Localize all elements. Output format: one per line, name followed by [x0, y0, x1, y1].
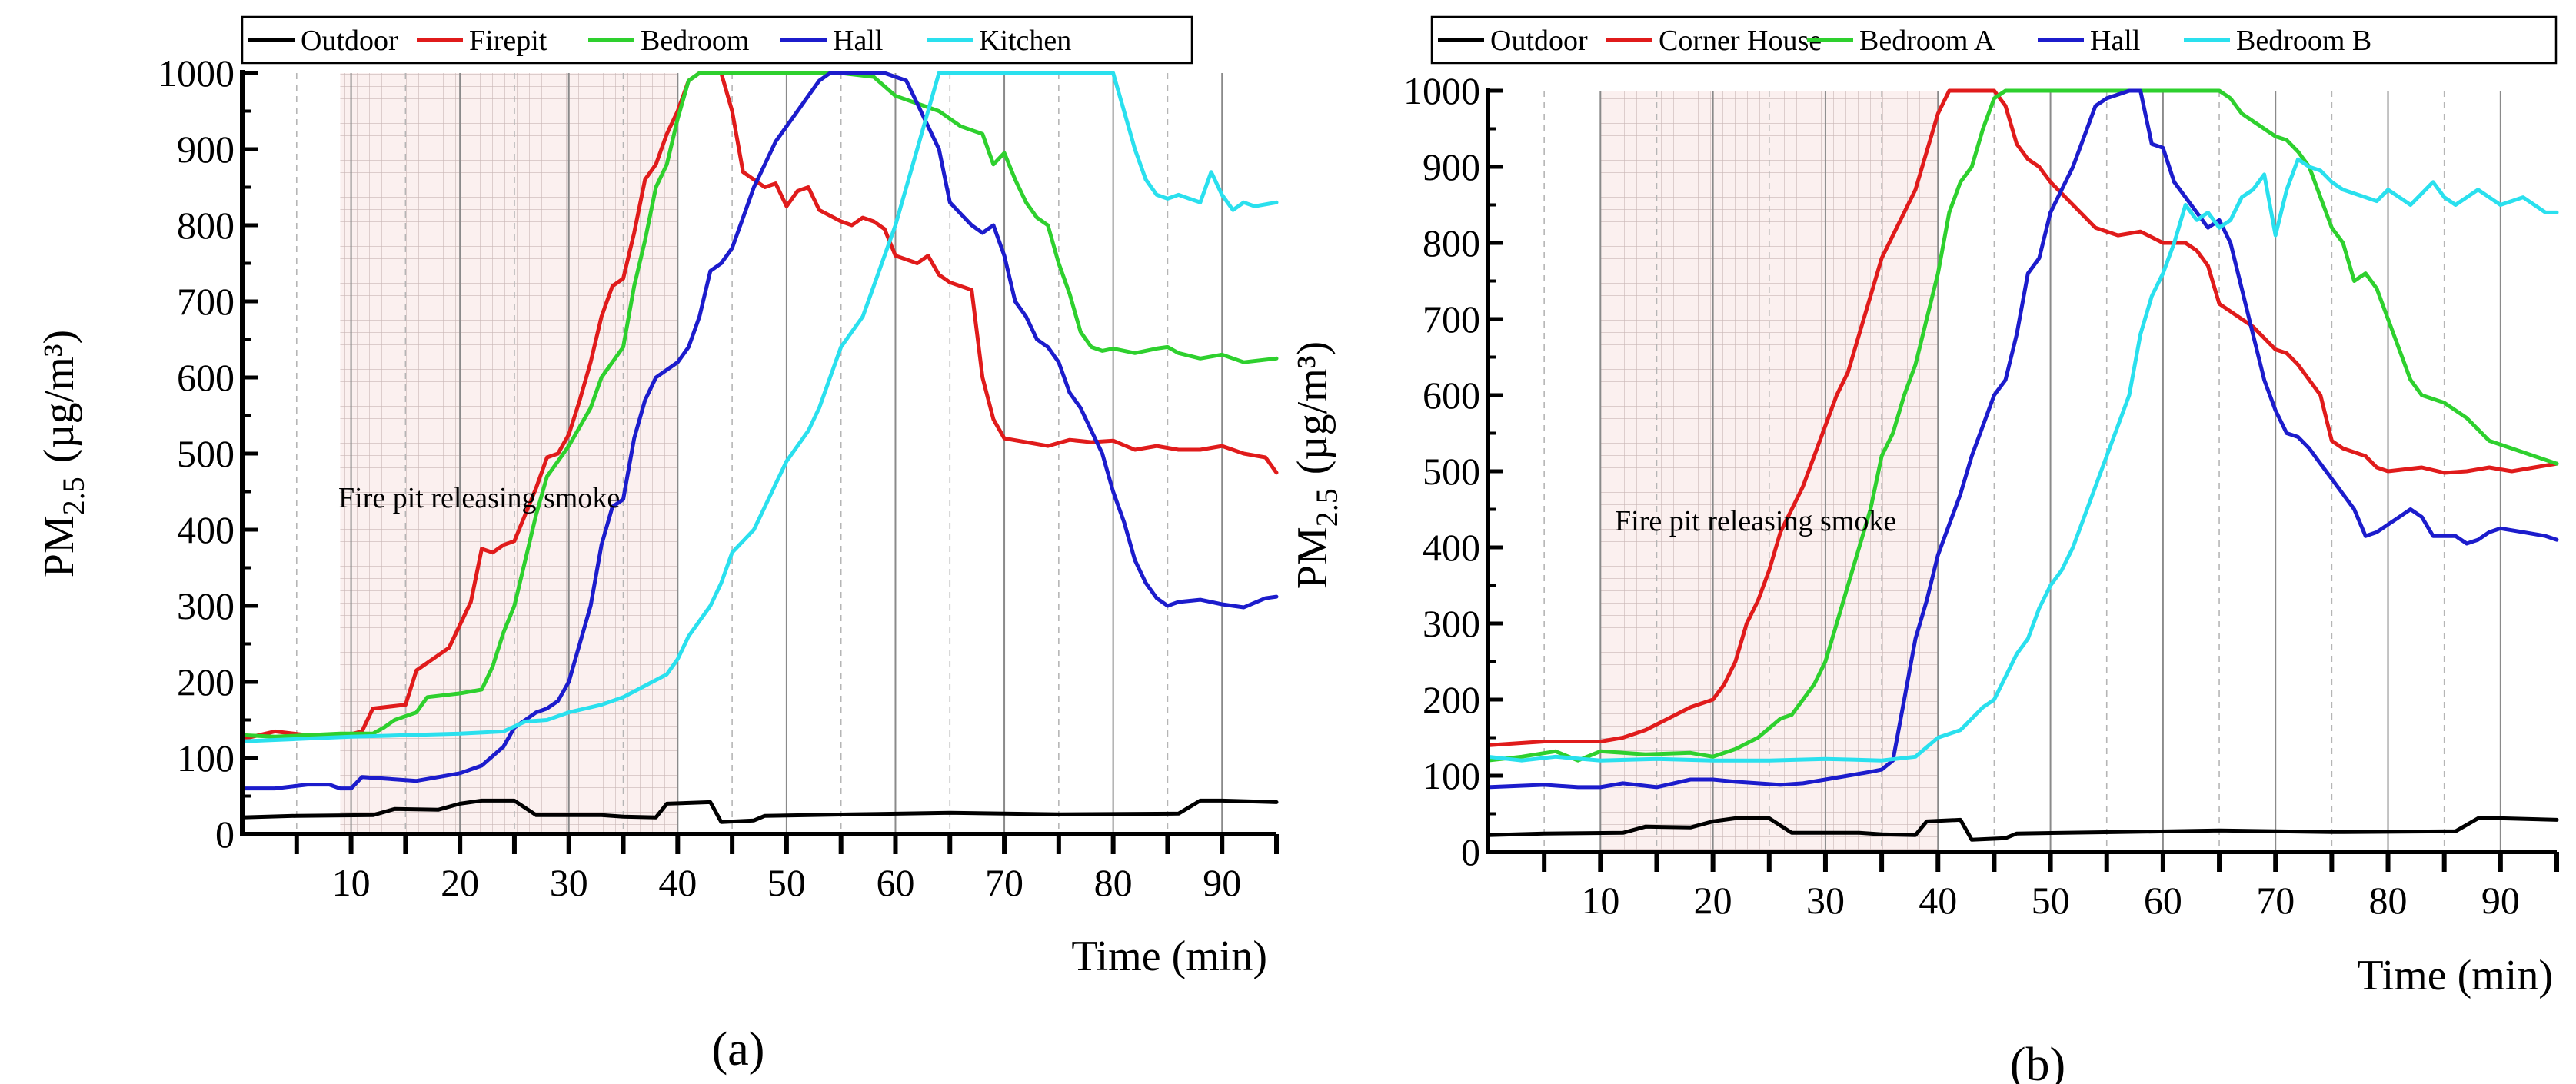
- legend-label: Bedroom B: [2236, 25, 2371, 57]
- y-tick-label: 300: [1423, 602, 1480, 645]
- x-tick-label: 60: [2144, 879, 2182, 922]
- y-tick-label: 100: [177, 737, 235, 780]
- x-tick-label: 40: [1919, 879, 1957, 922]
- y-tick-label: 1000: [158, 52, 235, 95]
- y-tick-label: 600: [177, 356, 235, 399]
- legend-box: [241, 15, 1193, 65]
- y-axis-title-subscript: 2.5: [56, 477, 91, 515]
- y-tick-label: 800: [177, 204, 235, 247]
- x-tick-label: 80: [2369, 879, 2408, 922]
- series-line-outdoor: [1486, 816, 2559, 842]
- x-tick-label: 20: [441, 861, 479, 904]
- x-tick-label: 90: [2481, 879, 2520, 922]
- shaded-region-annotation: Fire pit releasing smoke: [1615, 505, 1896, 537]
- y-axis-title-subscript: 2.5: [1310, 488, 1344, 527]
- x-axis-title: Time (min): [2357, 952, 2553, 999]
- y-tick-label: 200: [177, 660, 235, 703]
- y-tick-label: 900: [1423, 145, 1480, 188]
- legend-label: Outdoor: [301, 25, 398, 57]
- x-tick-label: 50: [2032, 879, 2070, 922]
- x-tick-label: 50: [767, 861, 806, 904]
- y-tick-label: 1000: [1403, 69, 1480, 112]
- legend-label: Firepit: [469, 25, 547, 57]
- y-axis-title-main: PM: [35, 515, 83, 577]
- x-tick-label: 20: [1694, 879, 1732, 922]
- y-tick-label: 700: [1423, 298, 1480, 341]
- panel-a: 0 100 200 300 400 500 600 700 800 900 1000 10 20 30 40…: [35, 15, 1279, 1076]
- x-tick-label: 30: [1806, 879, 1845, 922]
- series-line-bedroom: [240, 71, 1279, 739]
- x-tick-label: 60: [876, 861, 914, 904]
- x-tick-label: 40: [658, 861, 697, 904]
- legend-label: Bedroom: [641, 25, 749, 57]
- series-line-corner-house: [1486, 88, 2559, 747]
- series-line-outdoor: [240, 798, 1279, 824]
- legend-label: Hall: [2090, 25, 2140, 57]
- y-tick-label: 600: [1423, 374, 1480, 417]
- legend-label: Hall: [833, 25, 883, 57]
- y-axis-title: PM2.5 (µg/m³): [1289, 341, 1344, 589]
- y-tick-label: 400: [177, 508, 235, 551]
- x-tick-label: 90: [1203, 861, 1241, 904]
- series-line-hall: [240, 71, 1279, 791]
- legend-label: Corner House: [1659, 25, 1822, 57]
- y-axis-title-unit: (µg/m³): [35, 330, 83, 463]
- shaded-region-annotation: Fire pit releasing smoke: [338, 482, 620, 514]
- y-tick-label: 100: [1423, 754, 1480, 797]
- y-axis-title: PM2.5 (µg/m³): [35, 330, 91, 577]
- series-line-hall: [1486, 88, 2559, 790]
- y-tick-label: 300: [177, 584, 235, 627]
- y-tick-label: 800: [1423, 221, 1480, 264]
- series-line-bedroom-a: [1486, 88, 2559, 763]
- y-tick-label: 500: [177, 432, 235, 475]
- series-line-bedroom-b: [1486, 157, 2559, 763]
- y-tick-label: 700: [177, 280, 235, 323]
- y-tick-label: 0: [1461, 830, 1480, 873]
- panel-label: (b): [2010, 1039, 2065, 1084]
- y-axis-title-main: PM: [1289, 527, 1336, 589]
- series-line-kitchen: [240, 71, 1279, 743]
- legend-label: Bedroom A: [1859, 25, 1995, 57]
- y-tick-label: 400: [1423, 526, 1480, 569]
- panel-label: (a): [712, 1023, 765, 1076]
- series-line-firepit: [240, 71, 1279, 741]
- y-tick-label: 200: [1423, 678, 1480, 721]
- legend-box: [1430, 15, 2558, 65]
- y-axis-title-unit: (µg/m³): [1289, 341, 1336, 474]
- legend-label: Kitchen: [979, 25, 1071, 57]
- x-tick-label: 80: [1094, 861, 1133, 904]
- x-tick-label: 10: [1581, 879, 1619, 922]
- x-tick-label: 70: [985, 861, 1023, 904]
- x-axis-title: Time (min): [1071, 933, 1267, 980]
- legend-label: Outdoor: [1490, 25, 1588, 57]
- y-tick-label: 0: [215, 813, 235, 856]
- y-tick-label: 900: [177, 128, 235, 171]
- x-tick-label: 70: [2256, 879, 2295, 922]
- x-tick-label: 10: [332, 861, 371, 904]
- panel-b: 0 100 200 300 400 500 600 700 800 900 1000 10 20 30 40…: [1289, 15, 2559, 1084]
- y-tick-label: 500: [1423, 450, 1480, 493]
- x-tick-label: 30: [550, 861, 588, 904]
- shaded-region: [340, 73, 678, 834]
